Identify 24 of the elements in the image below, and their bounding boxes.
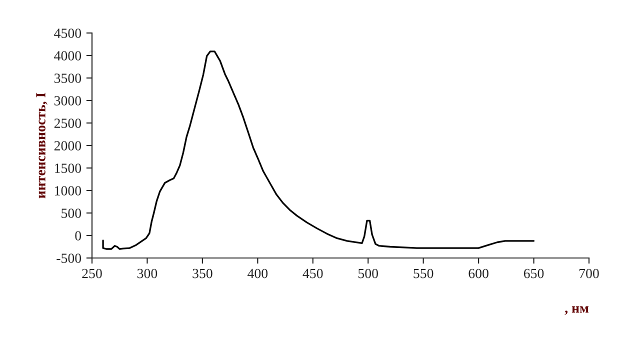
y-tick-label: 2500 bbox=[54, 118, 82, 128]
y-axis-title: интенсивность, I bbox=[36, 92, 48, 198]
y-tick-label: 4500 bbox=[54, 28, 82, 38]
y-tick-label: 500 bbox=[62, 208, 82, 218]
x-tick-label: 600 bbox=[468, 268, 488, 278]
line-series bbox=[102, 50, 535, 250]
x-tick-label: 300 bbox=[137, 268, 158, 278]
y-tick-label: 3500 bbox=[54, 74, 82, 83]
x-tick-label: 550 bbox=[414, 268, 434, 278]
y-tick-label: 1500 bbox=[55, 164, 82, 173]
y-tick-label: 4000 bbox=[54, 51, 82, 60]
x-tick-label: 650 bbox=[524, 268, 544, 278]
x-tick-label: 450 bbox=[302, 268, 323, 278]
x-tick-label: 250 bbox=[82, 268, 102, 278]
y-tick-label: -500 bbox=[56, 254, 82, 263]
x-tick-label: 700 bbox=[580, 268, 599, 278]
y-tick-label: 0 bbox=[75, 231, 82, 240]
x-axis-title: , нм bbox=[564, 306, 589, 315]
y-tick-label: 2000 bbox=[54, 141, 82, 150]
x-tick-label: 400 bbox=[248, 268, 268, 278]
x-tick-label: 500 bbox=[358, 268, 378, 278]
x-tick-label: 350 bbox=[192, 268, 212, 278]
y-tick-label: 1000 bbox=[55, 186, 82, 196]
y-tick-label: 3000 bbox=[54, 96, 82, 106]
